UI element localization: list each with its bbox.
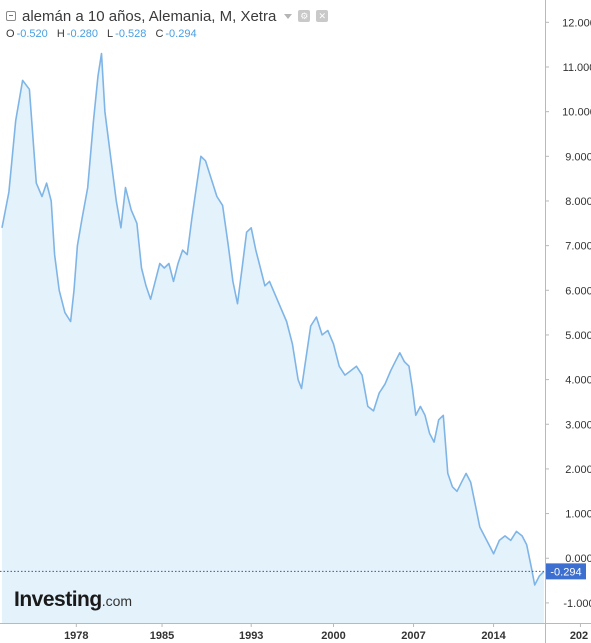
x-tick-label: 2007: [401, 630, 425, 642]
title-row: alemán a 10 años, Alemania, M, Xetra ⚙ ✕: [6, 6, 329, 26]
ohlc-open-value: -0.520: [16, 28, 48, 40]
settings-icon[interactable]: ⚙: [298, 10, 311, 22]
series-area: [2, 53, 544, 624]
ohlc-readout: O -0.520 H -0.280 L -0.528 C -0.294: [6, 28, 328, 40]
close-icon[interactable]: ✕: [316, 10, 329, 22]
ohlc-low-value: -0.528: [115, 28, 147, 40]
y-tick-label: 12.000: [562, 17, 591, 29]
y-tick-label: 2.000: [565, 464, 591, 476]
y-tick-label: 10.000: [562, 107, 591, 119]
y-tick-label: 9.000: [565, 151, 591, 163]
logo-tld: .com: [101, 593, 133, 609]
x-tick-label: 2014: [481, 630, 506, 642]
y-tick-label: 3.000: [565, 419, 591, 431]
chart-header: alemán a 10 años, Alemania, M, Xetra ⚙ ✕…: [6, 6, 329, 40]
ohlc-high-value: -0.280: [66, 28, 98, 40]
y-tick-label: 7.000: [565, 241, 591, 253]
investing-logo: Investing.com: [14, 588, 132, 612]
ohlc-high-label: H: [56, 28, 65, 40]
caret-down-icon[interactable]: [284, 13, 293, 19]
ohlc-open-label: O: [6, 28, 15, 40]
x-tick-label: 1985: [150, 630, 174, 642]
x-tick-label: 1978: [64, 630, 88, 642]
y-tick-label: 1.000: [565, 509, 591, 521]
x-tick-label: 2000: [321, 630, 345, 642]
x-tick-label: 1993: [239, 630, 263, 642]
y-tick-label: 0.000: [565, 553, 591, 565]
y-tick-label: 6.000: [565, 285, 591, 297]
ohlc-close-label: C: [155, 28, 164, 40]
y-tick-label: 5.000: [565, 330, 591, 342]
y-tick-label: 8.000: [565, 196, 591, 208]
chart-title: alemán a 10 años, Alemania, M, Xetra: [22, 7, 277, 25]
collapse-icon[interactable]: [6, 11, 16, 21]
logo-name: Investing: [14, 588, 102, 611]
series-line: [1, 52, 545, 586]
last-price-badge: [546, 563, 586, 580]
y-tick-label: 4.000: [565, 375, 591, 387]
ohlc-low-label: L: [107, 28, 114, 40]
y-tick-label: 11.000: [563, 62, 591, 74]
ohlc-close-value: -0.294: [165, 28, 197, 40]
last-price-label: -0.294: [550, 566, 581, 578]
x-tick-label: 202: [570, 630, 588, 642]
y-tick-label: -1.000: [563, 598, 591, 610]
